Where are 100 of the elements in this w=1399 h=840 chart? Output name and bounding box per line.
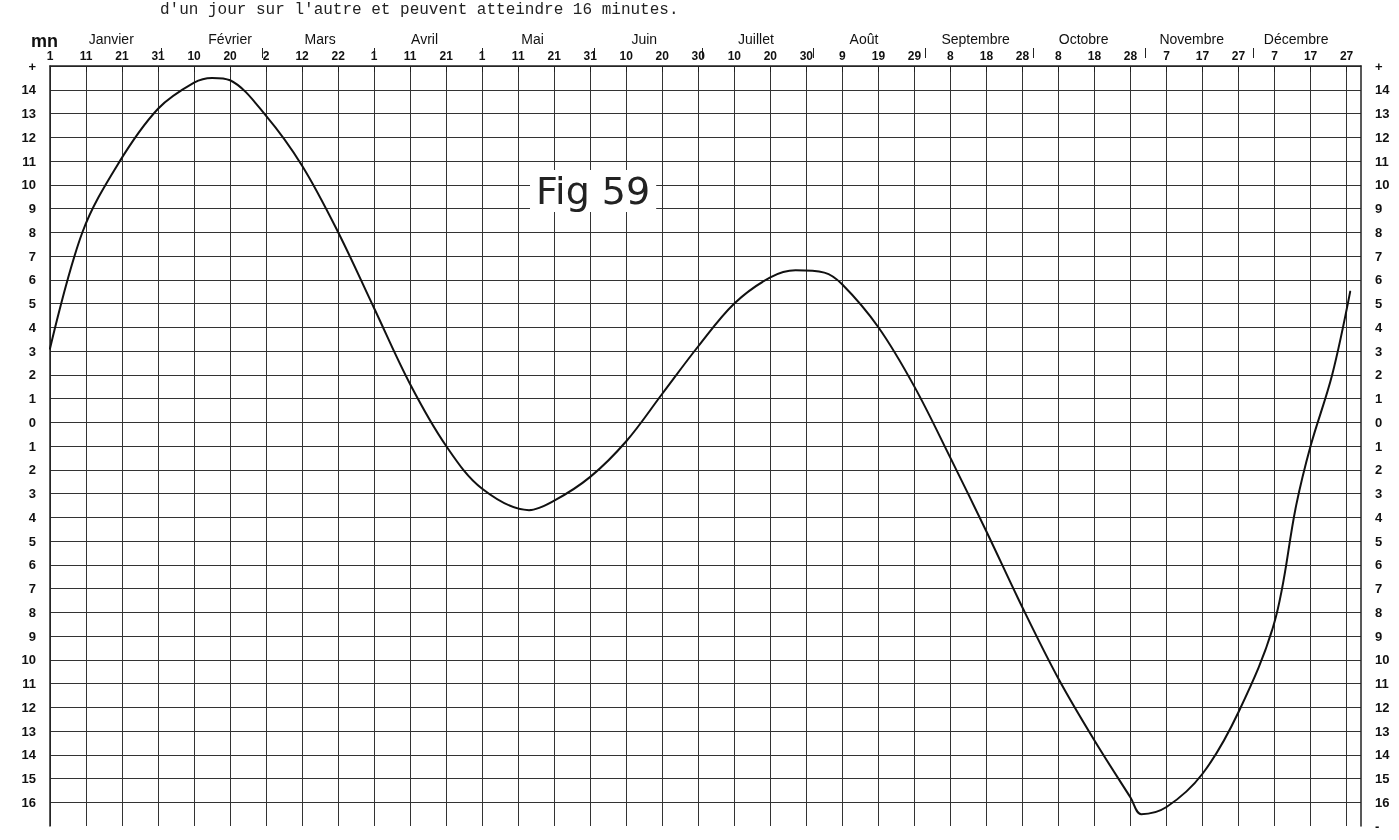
x-tick-label: 2 [262, 49, 270, 63]
y-tick-label: 5 [28, 296, 36, 311]
y2-tick-label: 7 [1375, 581, 1383, 596]
text: d'un jour sur l'autre et peuvent atteindre 16 minutes. [160, 1, 679, 19]
y2-tick-label: 15 [1375, 771, 1390, 786]
x2-tick-label: Décembre [1263, 31, 1329, 47]
y-tick-label: + [28, 58, 37, 74]
y-tick-label: 9 [28, 201, 36, 216]
x-tick-label: 20 [763, 49, 778, 63]
x-tick-label: 29 [907, 49, 922, 63]
x-tick-label: 7 [1163, 49, 1171, 63]
x2-tick-label: Octobre [1058, 31, 1109, 47]
x-tick-label: 11 [79, 49, 93, 63]
x2-tick-label: Février [208, 31, 253, 47]
y2-tick-label: 14 [1375, 747, 1391, 763]
x-tick-label: 22 [331, 49, 346, 63]
y2-tick-label: 4 [1375, 319, 1383, 335]
y-tick-label: 10 [21, 177, 36, 193]
x-tick-label: 20 [655, 49, 670, 63]
y-tick-label: 6 [28, 272, 36, 288]
x-tick-label: 20 [223, 49, 238, 63]
x-tick-label: 31 [583, 49, 598, 63]
y2-tick-label: 16 [1375, 794, 1390, 810]
y-tick-label: 15 [21, 771, 36, 786]
x-tick-label: 30 [799, 49, 814, 63]
y-tick-label: 7 [28, 581, 36, 596]
x2-tick-label: Septembre [941, 31, 1011, 47]
x-tick-label: 8 [947, 49, 955, 63]
y-tick-label: 13 [21, 723, 36, 739]
x2-tick-label: Janvier [88, 31, 135, 47]
y-tick-label: 8 [28, 224, 36, 240]
y-tick-label: 7 [28, 248, 36, 264]
x-tick-label: 21 [439, 49, 454, 63]
y-tick-label: 1 [28, 391, 36, 406]
y2-tick-label: 8 [1375, 224, 1383, 240]
x-tick-label: 10 [619, 49, 634, 63]
x2-tick-label: Novembre [1159, 31, 1225, 47]
x-tick-label: 27 [1231, 49, 1246, 63]
y2-tick-label: 13 [1375, 106, 1390, 121]
y-tick-label: 5 [28, 533, 36, 549]
y2-tick-label: 3 [1375, 486, 1383, 501]
x-tick-label: 28 [1015, 49, 1030, 63]
y-tick-label: 0 [28, 414, 36, 430]
y2-tick-label: + [1375, 58, 1383, 74]
y2-tick-label: - [1375, 818, 1380, 834]
y2-tick-label: 2 [1375, 462, 1383, 478]
x-tick-label: 1 [370, 49, 378, 63]
y2-tick-label: 5 [1375, 533, 1383, 549]
y2-tick-label: 6 [1375, 557, 1383, 573]
y2-tick-label: 4 [1375, 509, 1383, 525]
y2-tick-label: 6 [1375, 272, 1383, 288]
y2-tick-label: 11 [1375, 153, 1389, 169]
x-tick-label: 31 [151, 49, 166, 63]
y-tick-label: 16 [21, 794, 36, 810]
x-tick-label: 19 [871, 49, 886, 63]
x2-tick-label: Mai [521, 31, 544, 47]
y-tick-label: 12 [21, 129, 36, 145]
y-tick-label: 1 [28, 438, 36, 454]
y-tick-label: 8 [28, 604, 36, 620]
x-tick-label: 10 [187, 49, 202, 63]
x-tick-label: 21 [115, 49, 130, 63]
x-tick-label: 18 [1087, 49, 1102, 63]
y-tick-label: 9 [28, 628, 36, 644]
y-axis-title: mn [31, 31, 58, 52]
x-tick-label: 7 [1271, 49, 1279, 63]
y-tick-label: 6 [28, 557, 36, 573]
y2-tick-label: 14 [1375, 82, 1391, 98]
y-tick-label: 4 [28, 509, 37, 525]
x2-tick-label: Juillet [738, 31, 774, 47]
x-tick-label: 17 [1303, 49, 1318, 63]
annotation: Fig 59 [536, 169, 651, 213]
y2-tick-label: 0 [1375, 414, 1383, 430]
x-tick-label: 11 [403, 49, 417, 63]
x-tick-label: 11 [511, 49, 525, 63]
x2-tick-label: Mars [304, 31, 336, 47]
y2-tick-label: 12 [1375, 129, 1390, 145]
x-tick-label: 17 [1195, 49, 1210, 63]
y-tick-label: 2 [28, 367, 36, 383]
x2-tick-label: Août [849, 31, 879, 47]
x2-tick-label: Avril [411, 31, 439, 47]
y2-tick-label: 11 [1375, 676, 1389, 691]
y-tick-label: 10 [21, 652, 36, 668]
x-tick-label: 18 [979, 49, 994, 63]
y-tick-label: 12 [21, 699, 36, 715]
y2-tick-label: 9 [1375, 201, 1383, 216]
x-tick-label: 1 [46, 49, 54, 63]
x2-tick-label: Juin [631, 31, 658, 47]
y2-tick-label: 7 [1375, 248, 1383, 264]
y2-tick-label: 8 [1375, 604, 1383, 620]
y2-tick-label: 12 [1375, 699, 1390, 715]
y2-tick-label: 1 [1375, 391, 1383, 406]
y2-tick-label: 1 [1375, 438, 1383, 454]
y-tick-label: 2 [28, 462, 36, 478]
y-tick-label: 14 [21, 82, 37, 98]
y-tick-label: 3 [28, 343, 36, 359]
x-tick-label: 27 [1339, 49, 1354, 63]
y2-tick-label: 2 [1375, 367, 1383, 383]
x-tick-label: 9 [839, 49, 847, 63]
x-tick-label: 28 [1123, 49, 1138, 63]
y-tick-label: 14 [21, 747, 37, 763]
